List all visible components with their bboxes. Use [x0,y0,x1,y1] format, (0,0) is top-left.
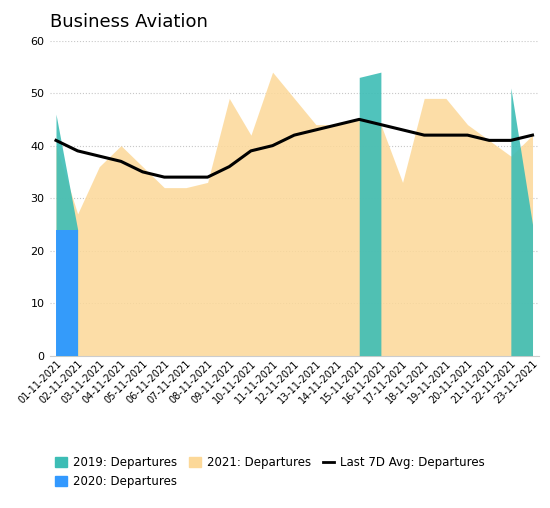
Text: Business Aviation: Business Aviation [50,13,207,31]
Legend: 2019: Departures, 2020: Departures, 2021: Departures, Last 7D Avg: Departures: 2019: Departures, 2020: Departures, 2021… [56,456,485,488]
